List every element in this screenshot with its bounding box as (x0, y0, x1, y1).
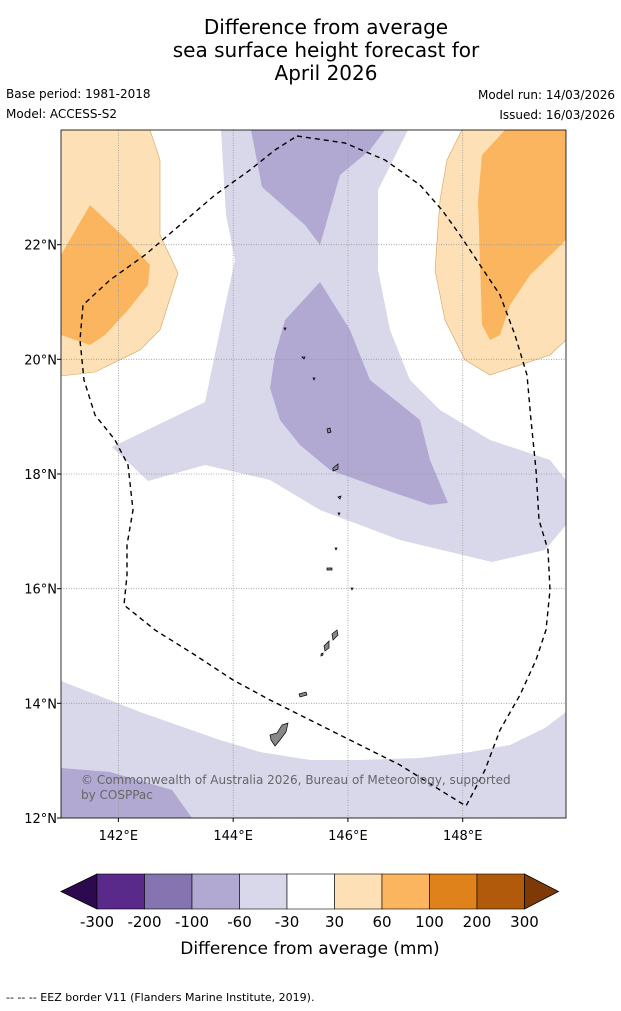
colorbar-label: Difference from average (mm) (180, 939, 439, 959)
y-axis: 22°N 20°N 18°N 16°N 14°N 12°N (24, 239, 61, 827)
colorbar-tick-label: 100 (415, 913, 444, 931)
island-maug (301, 356, 306, 360)
contour-fields (61, 130, 566, 818)
island-tinian (323, 640, 330, 652)
x-tick-label: 144°E (213, 829, 253, 844)
colorbar-tick-label: 60 (372, 913, 391, 931)
colorbar-segment (476, 873, 525, 910)
chart-title: Difference from average sea surface heig… (0, 16, 621, 85)
contour-neg60-center (270, 282, 448, 505)
y-tick-label: 14°N (24, 697, 57, 712)
y-tick-label: 22°N (24, 239, 57, 254)
eez-footnote: -- -- -- EEZ border V11 (Flanders Marine… (6, 991, 315, 1004)
contour-pos60-east (478, 130, 566, 340)
y-tick-label: 20°N (24, 353, 57, 368)
contour-neg30-lower (61, 681, 566, 818)
copyright-line-1: © Commonwealth of Australia 2026, Bureau… (81, 773, 511, 787)
colorbar-segment (96, 873, 145, 910)
island-asuncion (312, 377, 316, 381)
base-period-text: Base period: 1981-2018 (6, 87, 151, 101)
island-rota (298, 691, 308, 698)
y-tick-label: 18°N (24, 468, 57, 483)
title-line-2: sea surface height forecast for (172, 38, 480, 62)
x-tick-label: 146°E (328, 829, 368, 844)
title-line-3: April 2026 (274, 61, 378, 85)
colorbar-tick-label: -30 (275, 913, 300, 931)
island-guam (269, 722, 289, 747)
island-guguan (337, 512, 341, 516)
contour-neg60-sw (61, 768, 192, 818)
colorbar-tick-label: -60 (227, 913, 252, 931)
eez-border (79, 135, 551, 807)
island-chain (269, 327, 354, 747)
contour-edges (61, 130, 566, 377)
x-tick-label: 142°E (99, 829, 139, 844)
colorbar-tick-label: -100 (175, 913, 209, 931)
edge-east-orange (434, 130, 566, 376)
colorbar: -300 -200 -100 -60 -30 30 60 100 200 300 (60, 873, 560, 931)
colorbar-extend-high (524, 873, 560, 910)
island-aguijan (320, 652, 324, 657)
x-tick-label: 148°E (443, 829, 483, 844)
island-small (350, 587, 354, 591)
issued-text: Issued: 16/03/2026 (499, 108, 615, 122)
model-text: Model: ACCESS-S2 (6, 107, 118, 121)
island-sarigan (334, 547, 338, 551)
colorbar-segment (286, 873, 335, 910)
colorbar-tick-label: 30 (325, 913, 344, 931)
x-axis: 142°E 144°E 146°E 148°E (99, 818, 483, 844)
colorbar-extend-low (60, 873, 98, 910)
island-alamagan (337, 495, 342, 500)
model-run-text: Model run: 14/03/2026 (477, 88, 615, 102)
island-saipan (331, 629, 339, 641)
island-uracas (283, 327, 287, 331)
y-tick-label: 16°N (24, 583, 57, 598)
colorbar-tick-label: 300 (510, 913, 539, 931)
colorbar-segment (381, 873, 430, 910)
colorbar-segment (239, 873, 288, 910)
contour-neg60-top (251, 130, 385, 245)
colorbar-segment (191, 873, 240, 910)
island-agrihan (326, 427, 332, 434)
y-tick-label: 12°N (24, 812, 57, 827)
island-pagan (332, 463, 339, 472)
colorbar-segment (334, 873, 383, 910)
copyright-line-2: by COSPPac (81, 788, 153, 802)
colorbar-tick-label: 200 (463, 913, 492, 931)
island-anatahan (326, 567, 333, 571)
colorbar-segment (144, 873, 193, 910)
colorbar-tick-label: -200 (127, 913, 161, 931)
title-line-1: Difference from average (203, 15, 449, 39)
colorbar-tick-label: -300 (80, 913, 114, 931)
colorbar-segment (429, 873, 478, 910)
edge-west-orange (61, 130, 179, 377)
